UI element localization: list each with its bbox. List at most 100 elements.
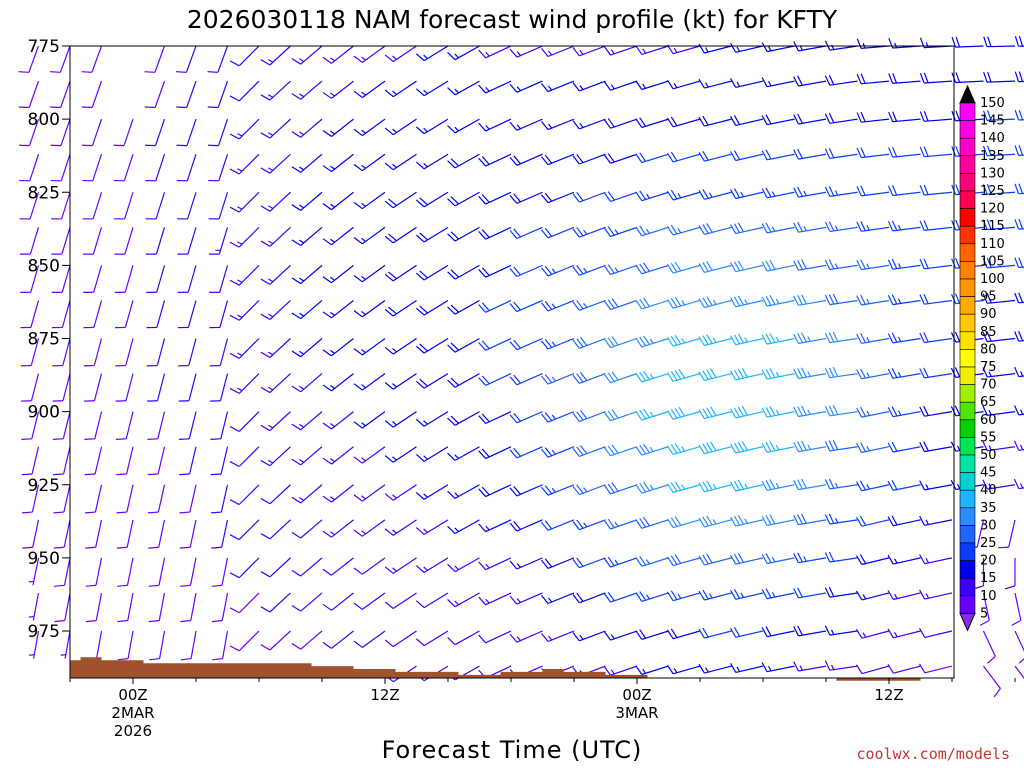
barb-flag — [509, 449, 518, 459]
barb-half-flag — [712, 483, 717, 490]
barb-flag — [572, 301, 580, 311]
barb-flag — [607, 226, 615, 236]
barb-flag — [824, 148, 831, 159]
barb-flag — [698, 663, 705, 674]
wind-barb — [353, 80, 386, 99]
wind-barb — [180, 557, 197, 587]
barb-flag — [730, 335, 737, 346]
wind-barb — [509, 80, 543, 93]
wind-barb — [1014, 145, 1024, 156]
wind-barb — [887, 441, 921, 453]
barb-flag — [670, 371, 678, 381]
barb-flag — [85, 546, 96, 549]
wind-barb — [919, 441, 953, 453]
barb-shaft — [861, 411, 890, 418]
wind-barb — [666, 590, 701, 602]
barb-shaft — [516, 118, 543, 131]
barb-flag — [353, 421, 363, 429]
barb-flag — [450, 342, 459, 351]
barb-flag — [832, 404, 839, 415]
wind-barb — [509, 592, 543, 605]
colorbar-bottom-arrow — [959, 612, 976, 632]
barb-shaft — [155, 154, 166, 181]
wind-barb — [603, 80, 638, 91]
wind-barb — [761, 406, 795, 418]
barb-flag — [607, 118, 615, 128]
barb-flag — [643, 443, 650, 454]
barb-shaft — [29, 192, 40, 220]
wind-barb — [603, 444, 638, 457]
barb-flag — [733, 589, 741, 599]
barb-shaft — [269, 300, 291, 320]
wind-barb — [698, 150, 732, 162]
barb-shaft — [63, 557, 71, 586]
wind-barb — [887, 480, 921, 491]
wind-barb — [793, 332, 827, 344]
barb-flag — [856, 295, 862, 306]
barb-shaft — [672, 411, 701, 420]
barb-shaft — [672, 446, 701, 455]
barb-half-flag — [897, 336, 902, 342]
barb-flag — [260, 497, 271, 505]
barb-flag — [635, 446, 643, 456]
barb-shaft — [156, 373, 166, 401]
wind-barb — [603, 371, 638, 384]
barb-shaft — [547, 337, 575, 350]
colorbar-swatch — [959, 261, 976, 280]
colorbar-swatch — [959, 296, 976, 315]
wind-barb — [384, 630, 417, 648]
barb-flag — [919, 442, 925, 452]
barb-half-flag — [681, 446, 686, 452]
wind-barb — [415, 373, 449, 389]
barb-shaft — [269, 630, 291, 651]
wind-barb — [698, 406, 732, 420]
barb-flag — [478, 304, 487, 313]
barb-shaft — [331, 264, 354, 284]
barb-half-flag — [771, 556, 776, 563]
wind-barb — [1014, 257, 1024, 269]
barb-shaft — [454, 191, 480, 207]
barb-flag — [260, 386, 271, 394]
barb-flag — [607, 518, 615, 529]
barb-shaft — [610, 80, 638, 91]
wind-barb — [84, 446, 103, 476]
barb-flag — [887, 663, 894, 674]
barb-flag — [603, 119, 612, 129]
wind-barb — [887, 663, 921, 674]
wind-barb — [415, 264, 449, 281]
barb-flag — [544, 558, 553, 568]
barb-shaft — [485, 519, 512, 533]
barb-flag — [291, 643, 302, 650]
barb-flag — [919, 480, 926, 491]
barb-shaft — [704, 118, 732, 127]
barb-shaft — [454, 226, 480, 242]
wind-barb — [666, 664, 701, 675]
barb-shaft — [672, 519, 701, 529]
wind-barb — [147, 373, 166, 402]
barb-half-flag — [579, 123, 584, 128]
wind-barb — [698, 480, 732, 493]
wind-barb — [698, 189, 732, 200]
wind-barb — [603, 409, 638, 422]
colorbar-swatch — [959, 437, 976, 456]
wind-barb — [572, 45, 606, 57]
barb-shaft — [423, 80, 449, 97]
colorbar-swatch — [959, 366, 976, 385]
barb-flag — [702, 516, 709, 527]
wind-barb — [291, 191, 323, 211]
barb-flag — [923, 332, 929, 343]
barb-flag — [509, 230, 518, 239]
barb-flag — [576, 592, 584, 602]
barb-shaft — [610, 299, 638, 311]
wind-barb — [322, 191, 354, 211]
wind-barb — [793, 625, 827, 637]
barb-shaft — [454, 557, 480, 573]
barb-half-flag — [866, 372, 870, 378]
barb-half-flag — [330, 92, 335, 97]
barb-flag — [793, 515, 799, 525]
barb-shaft — [704, 446, 732, 455]
wind-barb — [51, 192, 71, 220]
wind-barb — [856, 221, 890, 232]
barb-flag — [291, 166, 302, 173]
wind-barb — [116, 519, 134, 549]
